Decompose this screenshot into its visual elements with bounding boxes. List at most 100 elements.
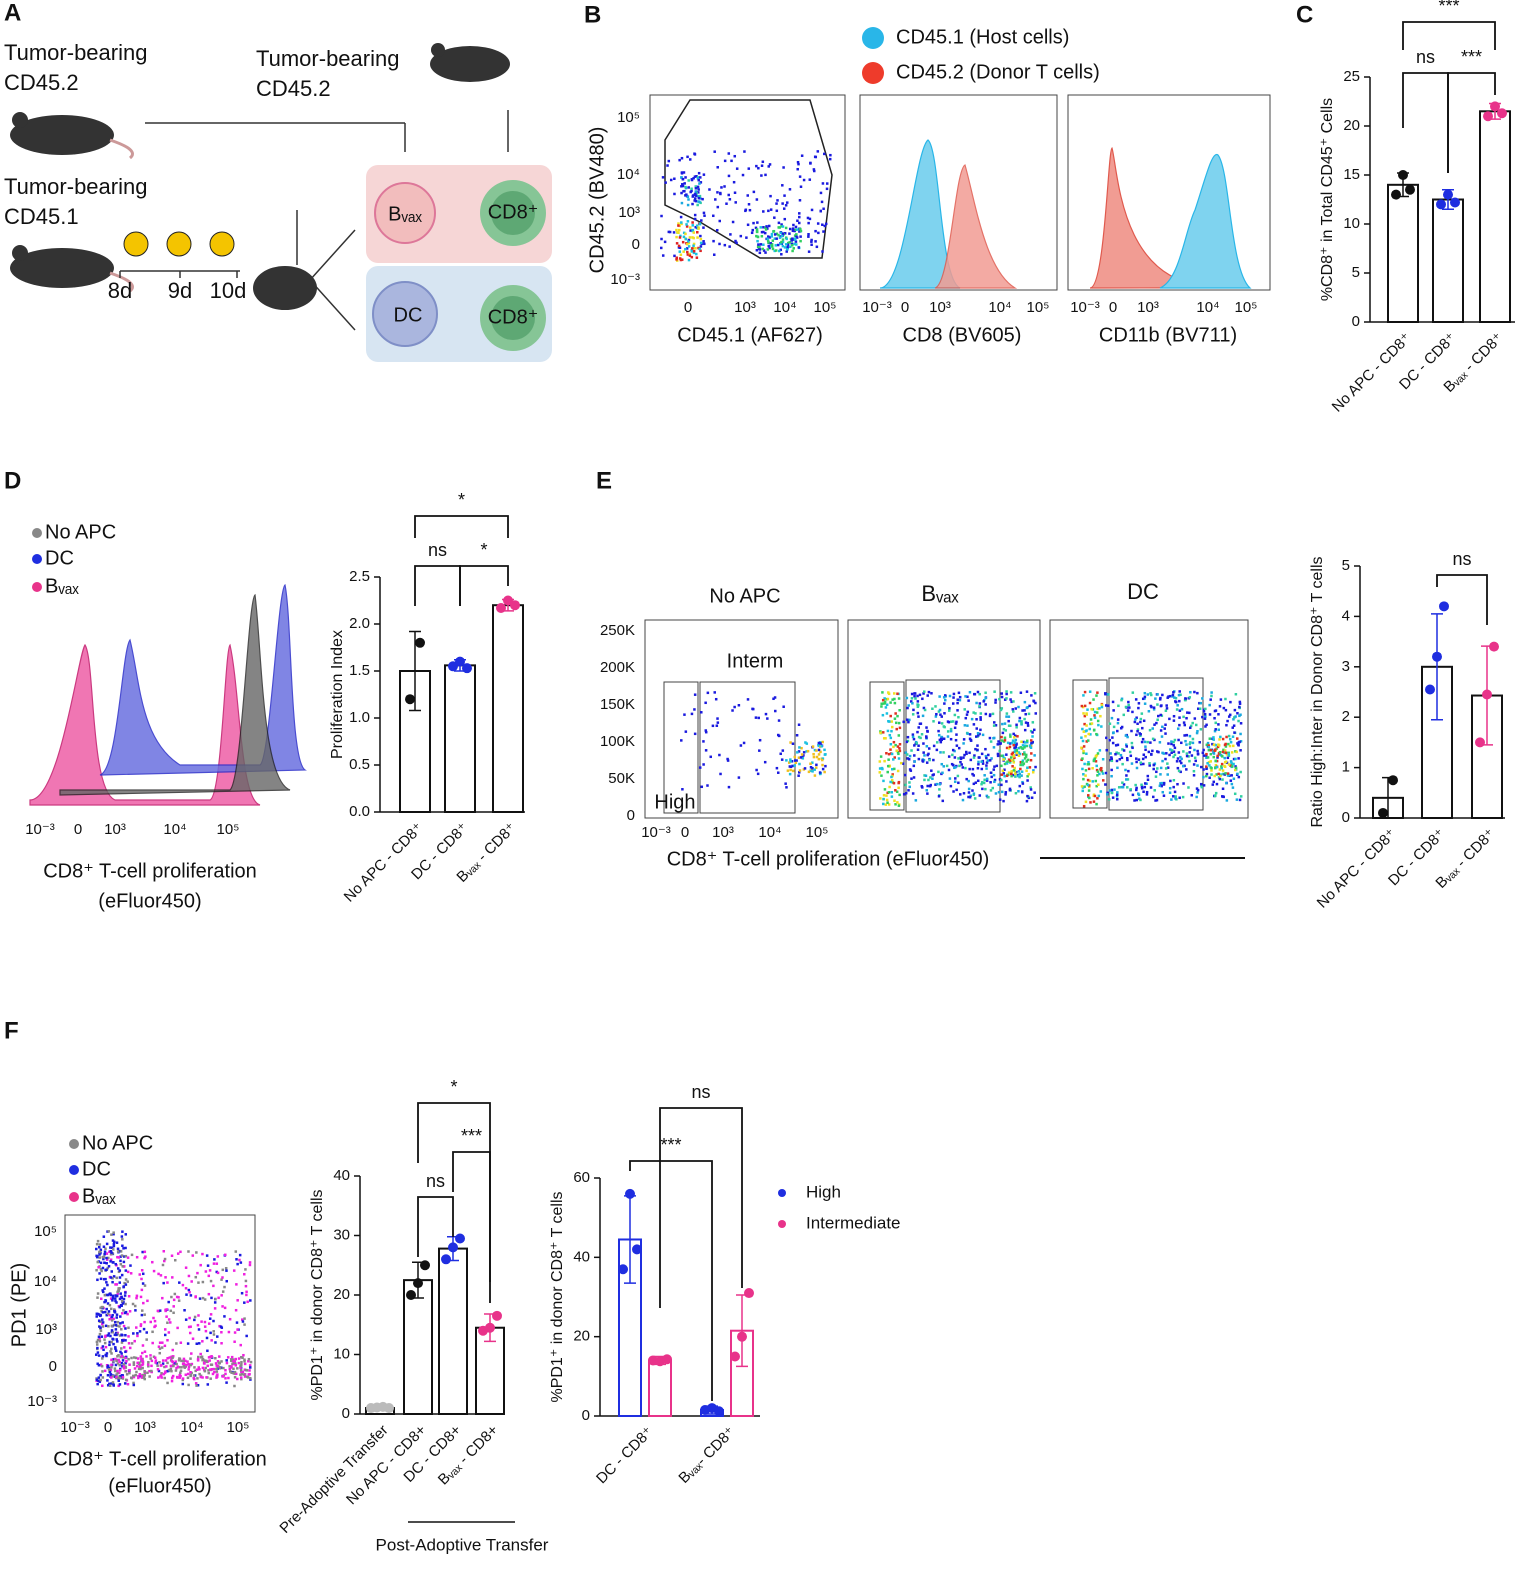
y-tick-label: 5: [1342, 557, 1350, 574]
panel-a-cells: [123, 165, 552, 362]
data-point: [441, 1254, 451, 1265]
y-tick-label: 25: [1343, 68, 1360, 85]
y-tick-label: 1.0: [349, 709, 370, 726]
legend-label: Bᵥₐₓ: [82, 1185, 116, 1207]
tick-label: 10⁴: [758, 824, 781, 841]
tick-label: 0: [49, 1358, 57, 1375]
significance-bracket: [1447, 72, 1496, 173]
label: CD45.2: [4, 70, 79, 95]
tick-label: 10⁴: [988, 299, 1011, 316]
x-tick-label: No APC - CD8⁺: [1329, 330, 1415, 416]
axis-label: CD8 (BV605): [903, 324, 1022, 346]
tick-label: 10⁻³: [1070, 299, 1100, 316]
tick-label: 0: [104, 1419, 112, 1436]
data-point: [1425, 684, 1435, 695]
tick-label: 10⁵: [1235, 299, 1258, 316]
significance-label: ***: [660, 1135, 681, 1155]
gate-label: Interm: [727, 650, 784, 672]
label: 9d: [168, 278, 192, 303]
label: 8d: [108, 278, 132, 303]
tick-label: 10⁵: [34, 1223, 57, 1240]
tick-label: 10⁵: [617, 109, 640, 126]
significance-bracket: [414, 515, 509, 538]
data-point: [1378, 807, 1388, 818]
panel-d-text: No APC DC Bᵥₐₓ CD8⁺ T-cell proliferation…: [32, 521, 257, 912]
data-point: [485, 1322, 495, 1333]
data-point: [618, 1264, 628, 1275]
data-point: [625, 1188, 635, 1199]
label: Tumor-bearing: [256, 46, 399, 71]
data-point: [1489, 641, 1499, 652]
bar: [492, 604, 524, 814]
plot-title: Bᵥₐₓ: [921, 581, 959, 606]
axis-label: (eFluor450): [98, 890, 201, 912]
significance-label: ***: [1438, 0, 1459, 16]
letters: A B C D E F: [4, 0, 1313, 1044]
bar: [438, 1247, 468, 1415]
tick-label: 10³: [134, 1419, 156, 1436]
tick-label: 0: [681, 824, 689, 841]
data-point: [714, 1406, 724, 1417]
significance-bracket: [1402, 21, 1496, 50]
data-point: [1432, 651, 1442, 662]
significance-label: ns: [691, 1082, 710, 1102]
legend-label: High: [806, 1182, 841, 1201]
significance-label: *: [480, 540, 487, 560]
x-tick-label: No APC - CD8⁺: [341, 820, 427, 906]
tick-label: 10⁴: [34, 1273, 57, 1290]
data-point: [405, 694, 415, 705]
flow-frames: [64, 94, 1271, 1413]
significance-bracket: [629, 1160, 713, 1401]
tick-label: 100K: [600, 733, 635, 750]
data-point: [496, 603, 506, 614]
panel-letter: F: [4, 1017, 19, 1044]
panel-letter: C: [1296, 1, 1313, 28]
data-point: [415, 637, 425, 648]
significance-bracket: [417, 1196, 454, 1257]
bar: [1479, 110, 1511, 323]
y-tick-label: 20: [1343, 117, 1360, 134]
y-tick-label: 15: [1343, 166, 1360, 183]
tick-label: 10⁻³: [25, 821, 55, 838]
tick-label: 10³: [104, 821, 126, 838]
tick-label: 10⁴: [163, 821, 186, 838]
significance-label: *: [458, 490, 465, 510]
x-tick-label: No APC - CD8⁺: [1314, 826, 1400, 912]
data-point: [744, 1288, 754, 1299]
tick-label: 0: [684, 299, 692, 316]
legend-label: CD45.1 (Host cells): [896, 26, 1069, 48]
group-label: Post-Adoptive Transfer: [376, 1535, 549, 1554]
significance-label: ***: [461, 1126, 482, 1146]
legend-label: CD45.2 (Donor T cells): [896, 61, 1100, 83]
panel-e-text: No APC Bᵥₐₓ DC Interm High CD8⁺ T-cell p…: [654, 579, 1159, 870]
data-point: [448, 1242, 458, 1253]
y-tick-label: 1: [1342, 759, 1350, 776]
significance-label: ***: [1461, 47, 1482, 67]
label: CD45.2: [256, 76, 331, 101]
panel-a-arrows: [119, 110, 509, 331]
y-axis-label: %PD1⁺ in donor CD8⁺ T cells: [549, 1191, 566, 1402]
tick-label: 200K: [600, 659, 635, 676]
tick-label: 10⁵: [1027, 299, 1050, 316]
legend-swatch: [778, 1189, 786, 1197]
panel-a-text: Tumor-bearing CD45.2 Tumor-bearing CD45.…: [4, 40, 538, 328]
gate-label: High: [654, 791, 695, 813]
axis-label: CD11b (BV711): [1099, 324, 1237, 346]
y-tick-label: 0: [1342, 809, 1350, 826]
significance-label: ns: [1452, 549, 1471, 569]
tick-label: 0: [627, 807, 635, 824]
legend-swatch: [862, 62, 884, 84]
tick-label: 250K: [600, 622, 635, 639]
flow-dots: [95, 150, 1243, 1388]
panel-letter: D: [4, 467, 21, 494]
significance-bracket: [1436, 574, 1488, 625]
data-point: [1490, 101, 1500, 112]
y-tick-label: 0: [582, 1407, 590, 1424]
y-tick-label: 20: [573, 1328, 590, 1345]
data-point: [413, 1278, 423, 1289]
y-tick-label: 2.5: [349, 568, 370, 585]
data-point: [1482, 689, 1492, 700]
legend-label: Bᵥₐₓ: [45, 575, 79, 597]
legend-label: DC: [82, 1158, 111, 1180]
axis-label: CD45.1 (AF627): [677, 324, 823, 346]
